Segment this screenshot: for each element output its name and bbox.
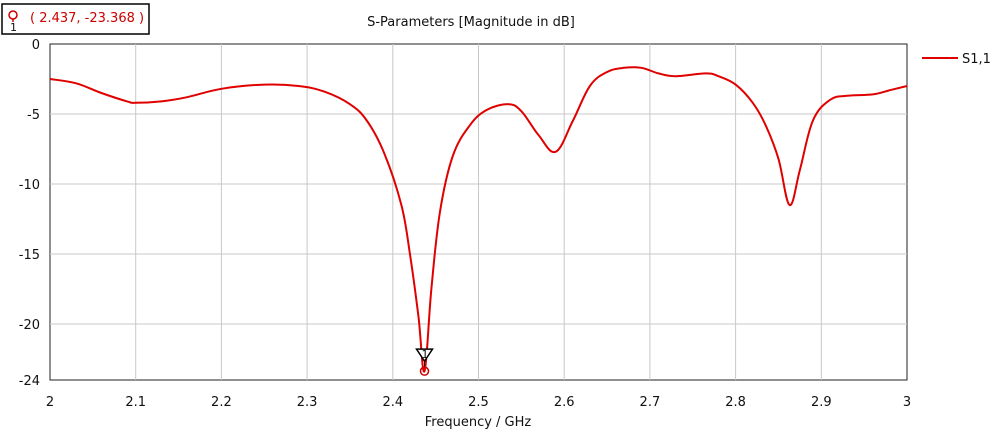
grid-lines [50,44,907,380]
series-line-s11 [49,66,908,373]
marker-1[interactable]: 1 [415,348,434,376]
marker-readout-frame [1,3,150,35]
x-tick-label: 3 [903,395,911,410]
marker-readout-index: 1 [10,21,17,34]
x-tick-label: 2.3 [297,395,318,410]
x-tick-label: 2 [46,395,54,410]
marker-readout-box[interactable]: 1 ( 2.437, -23.368 ) [1,3,150,35]
x-tick-label: 2.9 [811,395,832,410]
x-tick-label: 2.1 [125,395,146,410]
x-tick-label: 2.8 [725,395,746,410]
marker-readout-text: ( 2.437, -23.368 ) [30,11,144,26]
y-tick-label: -5 [27,108,40,123]
legend-label-s11: S1,1 [962,52,991,67]
x-tick-label: 2.6 [554,395,575,410]
y-tick-label: -10 [19,178,40,193]
marker-triangle-icon [415,348,434,363]
x-tick-label: 2.7 [640,395,661,410]
series-lines [49,66,908,373]
marker-index-label: 1 [422,348,429,361]
chart-title: S-Parameters [Magnitude in dB] [367,15,575,30]
x-tick-label: 2.2 [211,395,232,410]
x-tick-labels: 2 2.1 2.2 2.3 2.4 2.5 2.6 2.7 2.8 2.9 3 [46,395,911,410]
y-tick-label: -24 [19,374,40,389]
x-tick-label: 2.4 [382,395,403,410]
x-axis-label: Frequency / GHz [425,415,532,430]
y-tick-label: 0 [32,38,40,53]
marker-point-circle-icon [419,366,430,376]
legend[interactable]: S1,1 [922,52,991,67]
y-tick-labels: 0 -5 -10 -15 -20 -24 [19,38,40,389]
y-tick-label: -15 [19,248,40,263]
x-tick-label: 2.5 [468,395,489,410]
y-tick-label: -20 [19,318,40,333]
